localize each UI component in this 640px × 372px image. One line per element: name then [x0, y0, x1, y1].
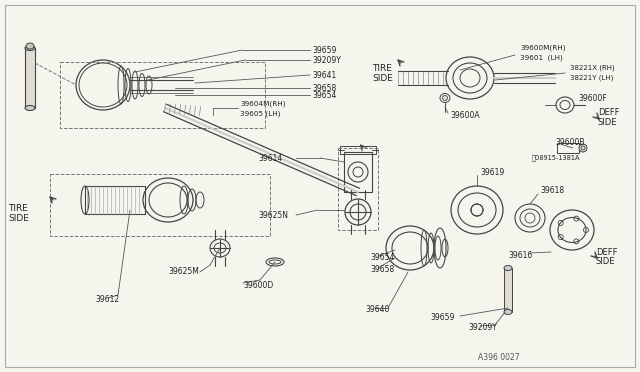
Text: 39600D: 39600D	[243, 280, 273, 289]
Text: 39654: 39654	[370, 253, 394, 263]
Text: 39641: 39641	[312, 71, 336, 80]
Text: 39600A: 39600A	[450, 110, 479, 119]
Text: 39640: 39640	[365, 305, 389, 314]
Bar	[25, 48, 35, 108]
Text: 39209Y: 39209Y	[468, 324, 497, 333]
Ellipse shape	[26, 43, 34, 49]
Text: DEFF: DEFF	[598, 108, 620, 116]
Text: DEFF: DEFF	[596, 247, 618, 257]
Text: 39612: 39612	[95, 295, 119, 305]
Ellipse shape	[504, 310, 512, 314]
Bar	[340, 146, 376, 154]
Text: ⓦ08915-1381A: ⓦ08915-1381A	[532, 155, 580, 161]
Text: 39600F: 39600F	[578, 93, 607, 103]
Text: 39605 (LH): 39605 (LH)	[240, 111, 280, 117]
Text: 39625N: 39625N	[258, 211, 288, 219]
Text: 39601  (LH): 39601 (LH)	[520, 55, 563, 61]
Ellipse shape	[579, 144, 587, 152]
Bar	[338, 148, 378, 230]
Bar	[344, 152, 372, 192]
Text: 38221Y (LH): 38221Y (LH)	[570, 75, 613, 81]
Text: 39625M: 39625M	[168, 267, 199, 276]
Text: 39658: 39658	[370, 266, 394, 275]
Text: 39659: 39659	[430, 314, 454, 323]
Text: A396 0027: A396 0027	[478, 353, 520, 362]
Text: TIRE: TIRE	[372, 64, 392, 73]
Text: 39658: 39658	[312, 83, 336, 93]
Bar	[557, 143, 579, 153]
Bar	[50, 174, 270, 236]
Bar	[60, 62, 265, 128]
Text: SIDE: SIDE	[598, 118, 618, 126]
Bar	[85, 186, 145, 214]
Text: SIDE: SIDE	[8, 214, 29, 222]
Ellipse shape	[442, 96, 447, 100]
Text: 39209Y: 39209Y	[312, 55, 341, 64]
Text: 39619: 39619	[480, 167, 504, 176]
Text: 39616: 39616	[508, 250, 532, 260]
Ellipse shape	[504, 266, 512, 270]
Ellipse shape	[25, 45, 35, 51]
Ellipse shape	[25, 106, 35, 110]
Text: 38221X (RH): 38221X (RH)	[570, 65, 615, 71]
Text: 39659: 39659	[312, 45, 337, 55]
Text: 39618: 39618	[540, 186, 564, 195]
Text: TIRE: TIRE	[8, 203, 28, 212]
Text: 39614: 39614	[258, 154, 282, 163]
Text: 39604M(RH): 39604M(RH)	[240, 101, 285, 107]
Text: 39600B: 39600B	[555, 138, 584, 147]
Text: SIDE: SIDE	[372, 74, 393, 83]
Text: 39600M(RH): 39600M(RH)	[520, 45, 566, 51]
Text: SIDE: SIDE	[596, 257, 616, 266]
Text: 39654: 39654	[312, 90, 337, 99]
Bar	[504, 268, 512, 312]
